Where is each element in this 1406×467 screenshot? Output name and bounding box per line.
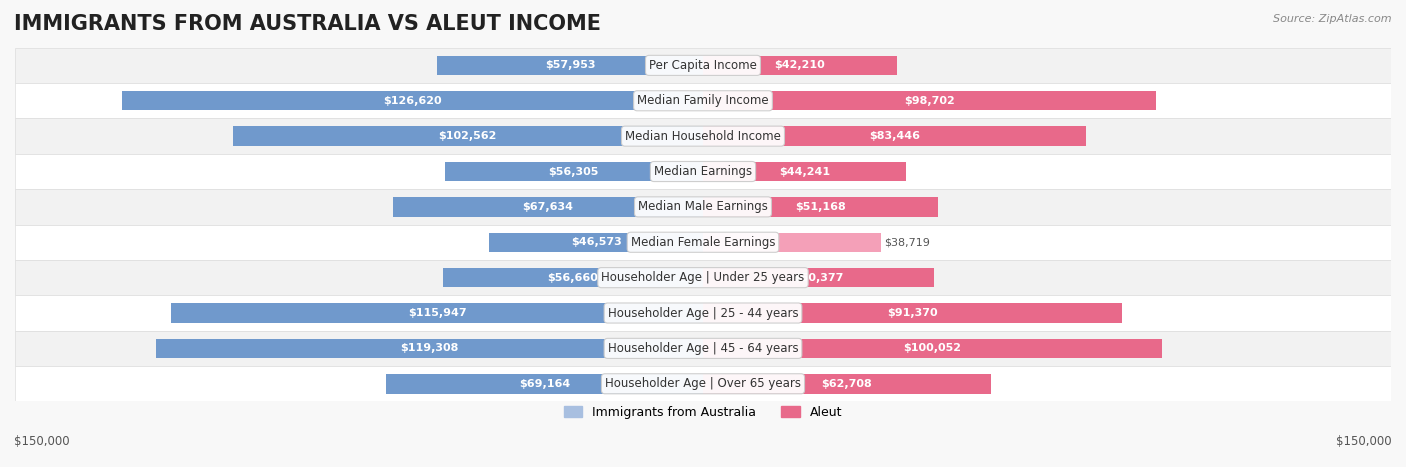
Bar [703,374,991,394]
Text: Median Family Income: Median Family Income [637,94,769,107]
Text: Median Male Earnings: Median Male Earnings [638,200,768,213]
Legend: Immigrants from Australia, Aleut: Immigrants from Australia, Aleut [558,401,848,424]
FancyBboxPatch shape [15,119,1391,154]
Text: $150,000: $150,000 [14,435,70,448]
Bar [703,303,1122,323]
Bar [122,91,703,111]
Text: $51,168: $51,168 [794,202,846,212]
Bar [385,374,703,394]
Text: Median Household Income: Median Household Income [626,130,780,142]
Text: $102,562: $102,562 [439,131,496,141]
Text: $44,241: $44,241 [779,167,830,177]
FancyBboxPatch shape [15,189,1391,225]
FancyBboxPatch shape [15,154,1391,189]
Bar [232,127,703,146]
Text: $100,052: $100,052 [904,343,962,354]
Text: Householder Age | Under 25 years: Householder Age | Under 25 years [602,271,804,284]
FancyBboxPatch shape [15,366,1391,402]
FancyBboxPatch shape [15,295,1391,331]
Bar [392,197,703,217]
Bar [489,233,703,252]
Text: $67,634: $67,634 [523,202,574,212]
Text: $69,164: $69,164 [519,379,569,389]
Text: $91,370: $91,370 [887,308,938,318]
Text: $56,305: $56,305 [548,167,599,177]
Bar [156,339,703,358]
Text: $126,620: $126,620 [384,96,441,106]
Text: Householder Age | 45 - 64 years: Householder Age | 45 - 64 years [607,342,799,355]
Text: $56,660: $56,660 [547,273,599,283]
Bar [703,339,1161,358]
Text: $57,953: $57,953 [546,60,595,71]
FancyBboxPatch shape [15,48,1391,83]
Bar [703,233,880,252]
Text: Source: ZipAtlas.com: Source: ZipAtlas.com [1274,14,1392,24]
Text: $62,708: $62,708 [821,379,872,389]
Text: Median Female Earnings: Median Female Earnings [631,236,775,249]
Bar [703,56,897,75]
Text: $50,377: $50,377 [793,273,844,283]
Bar [437,56,703,75]
Text: $98,702: $98,702 [904,96,955,106]
Bar [703,162,905,181]
Text: IMMIGRANTS FROM AUSTRALIA VS ALEUT INCOME: IMMIGRANTS FROM AUSTRALIA VS ALEUT INCOM… [14,14,600,34]
Bar [444,162,703,181]
Text: $46,573: $46,573 [571,237,621,247]
Text: Per Capita Income: Per Capita Income [650,59,756,72]
Bar [443,268,703,287]
Bar [703,127,1085,146]
FancyBboxPatch shape [15,225,1391,260]
Bar [172,303,703,323]
Bar [703,197,938,217]
FancyBboxPatch shape [15,260,1391,295]
Text: $119,308: $119,308 [401,343,458,354]
Text: Householder Age | 25 - 44 years: Householder Age | 25 - 44 years [607,306,799,319]
FancyBboxPatch shape [15,83,1391,119]
Text: $115,947: $115,947 [408,308,467,318]
Text: Median Earnings: Median Earnings [654,165,752,178]
Text: $42,210: $42,210 [775,60,825,71]
Text: $38,719: $38,719 [884,237,929,247]
Text: Householder Age | Over 65 years: Householder Age | Over 65 years [605,377,801,390]
Bar [703,268,934,287]
Text: $83,446: $83,446 [869,131,920,141]
Text: $150,000: $150,000 [1336,435,1392,448]
FancyBboxPatch shape [15,331,1391,366]
Bar [703,91,1156,111]
